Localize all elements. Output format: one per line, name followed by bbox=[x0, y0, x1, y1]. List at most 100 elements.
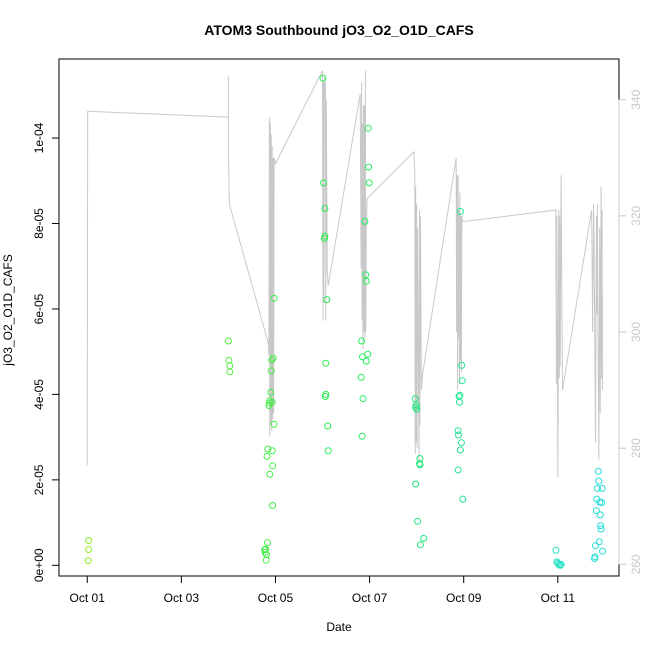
y2-tick-label: 340 bbox=[629, 89, 643, 109]
data-point bbox=[412, 480, 420, 488]
data-point bbox=[321, 205, 329, 212]
data-point bbox=[264, 539, 271, 547]
data-point bbox=[362, 277, 370, 285]
data-point bbox=[456, 446, 464, 454]
data-point bbox=[319, 74, 327, 82]
data-point bbox=[270, 420, 278, 428]
data-point bbox=[592, 542, 599, 550]
plot-frame bbox=[58, 58, 620, 577]
data-point bbox=[361, 217, 369, 225]
data-point bbox=[594, 467, 602, 475]
data-point bbox=[263, 551, 270, 559]
data-point bbox=[263, 452, 271, 460]
data-point bbox=[591, 553, 599, 561]
data-point bbox=[324, 447, 332, 455]
data-point bbox=[364, 350, 372, 358]
chart-title: ATOM3 Southbound jO3_O2_O1D_CAFS bbox=[204, 22, 473, 38]
data-point bbox=[592, 507, 600, 515]
data-point bbox=[269, 502, 277, 509]
data-point bbox=[264, 445, 272, 453]
x-tick-label: Oct 11 bbox=[541, 591, 576, 605]
x-tick-label: Oct 03 bbox=[164, 591, 200, 605]
data-point bbox=[268, 398, 276, 406]
y-tick-label: 2e-05 bbox=[32, 464, 46, 495]
scatter-points bbox=[84, 74, 606, 569]
data-point bbox=[455, 431, 462, 439]
data-point bbox=[358, 337, 366, 345]
data-point bbox=[458, 361, 466, 369]
data-point bbox=[458, 377, 466, 385]
data-point bbox=[270, 294, 278, 302]
x-tick-label: Oct 09 bbox=[446, 591, 482, 605]
data-point bbox=[459, 495, 467, 503]
data-point bbox=[261, 546, 269, 554]
data-point bbox=[365, 179, 373, 187]
data-point bbox=[269, 462, 277, 470]
y2-tick-label: 280 bbox=[629, 438, 643, 458]
data-point bbox=[593, 484, 601, 492]
data-point bbox=[267, 367, 275, 375]
data-point bbox=[552, 546, 560, 554]
data-point bbox=[416, 541, 424, 549]
data-point bbox=[324, 422, 332, 430]
data-point bbox=[85, 546, 93, 553]
data-point bbox=[597, 522, 605, 530]
data-point bbox=[599, 547, 606, 555]
data-point bbox=[323, 296, 331, 304]
data-point bbox=[456, 398, 463, 406]
right-axis-series-line bbox=[86, 70, 603, 478]
y2-tick-label: 260 bbox=[629, 554, 643, 574]
y2-tick-label: 300 bbox=[629, 322, 643, 342]
series-line bbox=[86, 70, 603, 478]
data-point bbox=[267, 388, 275, 396]
data-point bbox=[226, 368, 234, 376]
y-tick-label: 4e-05 bbox=[32, 379, 46, 410]
x-tick-label: Oct 07 bbox=[352, 591, 388, 605]
x-tick-label: Oct 05 bbox=[258, 591, 294, 605]
data-point bbox=[224, 337, 232, 345]
data-point bbox=[596, 511, 604, 519]
data-point bbox=[595, 538, 603, 546]
data-point bbox=[225, 356, 233, 364]
data-point bbox=[416, 460, 423, 468]
data-point bbox=[598, 499, 606, 506]
data-point bbox=[365, 163, 373, 171]
data-point bbox=[411, 395, 419, 403]
data-point bbox=[357, 373, 365, 381]
data-point bbox=[321, 232, 329, 240]
y2-tick-label: 320 bbox=[629, 205, 643, 225]
data-point bbox=[262, 556, 270, 564]
data-point bbox=[556, 561, 564, 569]
data-point bbox=[595, 477, 603, 485]
y-axis-label: jO3_O2_O1D_CAFS bbox=[1, 254, 15, 366]
data-point bbox=[322, 359, 330, 367]
data-point bbox=[456, 391, 464, 399]
data-point bbox=[268, 447, 276, 455]
x-tick-label: Oct 01 bbox=[70, 591, 106, 605]
data-point bbox=[412, 401, 420, 409]
data-point bbox=[457, 439, 465, 447]
data-point bbox=[420, 534, 428, 542]
data-point bbox=[414, 517, 422, 525]
data-point bbox=[269, 354, 277, 362]
data-point bbox=[85, 537, 93, 544]
data-point bbox=[266, 470, 274, 478]
data-point bbox=[226, 362, 234, 370]
y-tick-label: 6e-05 bbox=[32, 293, 46, 324]
data-point bbox=[362, 357, 370, 365]
data-point bbox=[555, 561, 563, 568]
data-point bbox=[84, 557, 92, 565]
data-point bbox=[320, 179, 327, 187]
data-point bbox=[364, 124, 372, 132]
data-point bbox=[359, 395, 367, 403]
data-point bbox=[454, 427, 462, 435]
axes: Oct 01 Oct 03 Oct 05 Oct 07 Oct 09 Oct 11 0e+0… bbox=[32, 89, 643, 605]
data-point bbox=[557, 561, 565, 568]
data-point bbox=[358, 432, 366, 440]
y-tick-label: 1e-04 bbox=[32, 122, 46, 153]
data-point bbox=[456, 208, 464, 215]
data-point bbox=[597, 525, 605, 533]
y-tick-label: 0e+00 bbox=[32, 548, 46, 582]
x-axis-label: Date bbox=[326, 620, 352, 634]
